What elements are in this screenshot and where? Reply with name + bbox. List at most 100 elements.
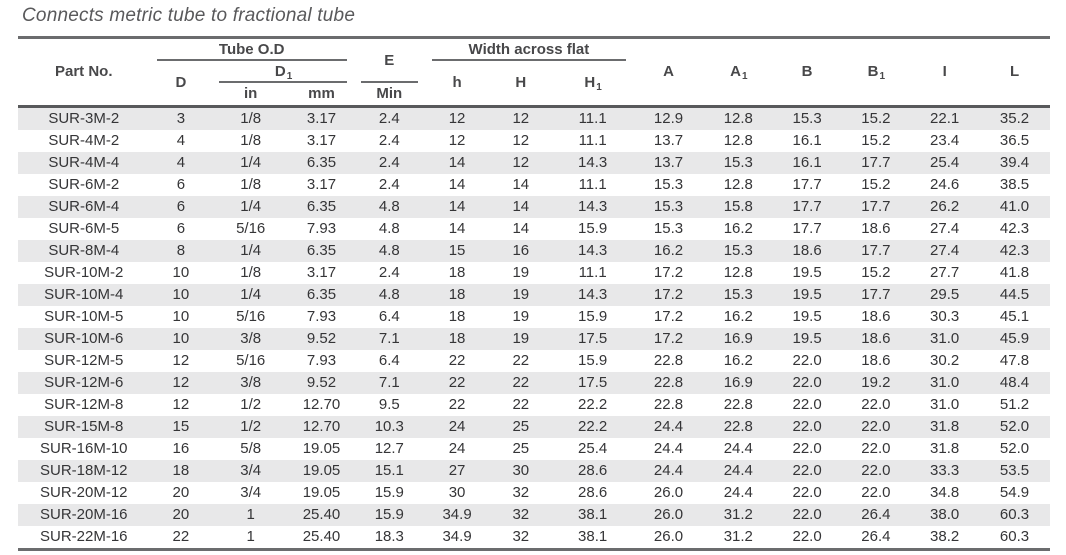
value-cell: 18: [448, 308, 466, 326]
value-cell: 22.8: [723, 396, 753, 414]
value-cell: 16.2: [653, 242, 684, 260]
value-cell: 3.17: [306, 110, 337, 128]
value-cell: 14: [512, 220, 530, 238]
value-cell: 31.0: [930, 330, 960, 348]
value-cell: 6.35: [306, 154, 337, 172]
value-cell: 15.2: [861, 176, 891, 194]
value-cell: 10.3: [374, 418, 404, 436]
value-cell: 12: [512, 110, 530, 128]
value-cell: 1/2: [240, 418, 262, 436]
value-cell: 15.3: [723, 242, 753, 260]
table-row: SUR-10M-2 10 1/8 3.17 2.4 18 19 11.1 17.2 12.8 19.…: [18, 262, 1050, 284]
col-group-width-across-flat-label: Width across flat: [468, 40, 590, 58]
value-cell: 18: [172, 462, 190, 480]
spec-table: Part No. Tube O.D E Width across flat A …: [18, 36, 1050, 551]
value-cell: 17.7: [861, 154, 891, 172]
value-cell: 22.0: [861, 418, 891, 436]
value-cell: 1: [246, 528, 255, 546]
value-cell: 14: [448, 198, 466, 216]
header-row-3: in mm Min: [18, 83, 1050, 107]
value-cell: 3: [176, 110, 186, 128]
value-cell: 7.1: [378, 330, 400, 348]
value-cell: 22: [448, 374, 466, 392]
value-cell: 1: [246, 506, 255, 524]
value-cell: 6.4: [378, 352, 400, 370]
value-cell: 12.8: [723, 110, 753, 128]
value-cell: 18: [448, 286, 466, 304]
value-cell: 28.6: [578, 484, 608, 502]
value-cell: 1/4: [240, 154, 262, 172]
value-cell: 18.6: [861, 330, 891, 348]
value-cell: 20: [172, 506, 190, 524]
value-cell: 17.5: [578, 374, 608, 392]
value-cell: 4: [176, 154, 186, 172]
value-cell: 19: [512, 286, 530, 304]
value-cell: 28.6: [578, 462, 608, 480]
value-cell: 45.9: [999, 330, 1030, 348]
value-cell: 3/8: [240, 374, 262, 392]
value-cell: 30.3: [930, 308, 960, 326]
value-cell: 19.2: [861, 374, 891, 392]
value-cell: 15.3: [653, 220, 684, 238]
value-cell: 17.7: [792, 176, 822, 194]
value-cell: 32: [512, 528, 530, 546]
value-cell: 31.2: [723, 528, 753, 546]
part-no-cell: SUR-10M-2: [44, 264, 124, 282]
value-cell: 2.4: [378, 154, 400, 172]
value-cell: 22.0: [792, 440, 822, 458]
col-group-tube-od-label: Tube O.D: [218, 40, 285, 58]
spec-table-container: Part No. Tube O.D E Width across flat A …: [18, 36, 1050, 551]
table-row: SUR-6M-5 6 5/16 7.93 4.8 14 14 15.9 15.3 16.2 17.7…: [18, 218, 1050, 240]
value-cell: 22.2: [578, 396, 608, 414]
col-header-b1-sub: 1: [879, 70, 886, 82]
value-cell: 16: [512, 242, 530, 260]
part-no-cell: SUR-10M-5: [44, 308, 124, 326]
col-header-mm: mm: [308, 84, 335, 102]
value-cell: 1/2: [240, 396, 262, 414]
value-cell: 53.5: [999, 462, 1030, 480]
value-cell: 30.2: [930, 352, 960, 370]
col-header-a1: A1: [704, 38, 773, 107]
value-cell: 13.7: [653, 154, 684, 172]
value-cell: 10: [172, 330, 190, 348]
value-cell: 16.2: [723, 220, 753, 238]
value-cell: 17.7: [792, 220, 822, 238]
value-cell: 16.2: [723, 308, 753, 326]
value-cell: 9.52: [306, 374, 337, 392]
value-cell: 27.7: [930, 264, 960, 282]
col-header-e: E: [354, 38, 425, 84]
table-row: SUR-12M-6 12 3/8 9.52 7.1 22 22 17.5 22.8 16.9 22.…: [18, 372, 1050, 394]
col-header-b1: B1: [841, 38, 910, 107]
value-cell: 6.35: [306, 198, 337, 216]
value-cell: 51.2: [999, 396, 1030, 414]
value-cell: 9.5: [378, 396, 400, 414]
value-cell: 22.8: [653, 374, 684, 392]
value-cell: 22.2: [578, 418, 608, 436]
value-cell: 4.8: [378, 220, 400, 238]
value-cell: 3.17: [306, 132, 337, 150]
value-cell: 25.40: [302, 528, 341, 546]
value-cell: 42.3: [999, 220, 1030, 238]
value-cell: 16.2: [723, 352, 753, 370]
value-cell: 3.17: [306, 264, 337, 282]
value-cell: 1/8: [240, 176, 262, 194]
value-cell: 34.8: [930, 484, 960, 502]
value-cell: 26.0: [653, 484, 684, 502]
value-cell: 17.5: [578, 330, 608, 348]
value-cell: 60.3: [999, 528, 1030, 546]
value-cell: 16: [172, 440, 190, 458]
value-cell: 27.4: [930, 242, 960, 260]
value-cell: 2.4: [378, 264, 400, 282]
value-cell: 25: [512, 418, 530, 436]
value-cell: 14: [448, 220, 466, 238]
value-cell: 10: [172, 286, 190, 304]
value-cell: 3/4: [240, 462, 262, 480]
value-cell: 17.7: [792, 198, 822, 216]
value-cell: 17.2: [653, 286, 684, 304]
value-cell: 24: [448, 440, 466, 458]
value-cell: 38.2: [930, 528, 960, 546]
value-cell: 19: [512, 308, 530, 326]
value-cell: 25.4: [930, 154, 960, 172]
value-cell: 22: [448, 396, 466, 414]
part-no-cell: SUR-20M-16: [39, 506, 128, 524]
